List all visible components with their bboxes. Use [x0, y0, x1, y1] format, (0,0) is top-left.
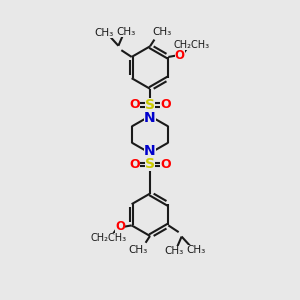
Text: O: O — [160, 158, 171, 171]
Text: O: O — [129, 158, 140, 171]
Text: CH₃: CH₃ — [186, 245, 206, 255]
Text: CH₃: CH₃ — [94, 28, 114, 38]
Text: O: O — [115, 220, 125, 233]
Text: CH₃: CH₃ — [129, 245, 148, 255]
Text: N: N — [144, 144, 156, 158]
Text: O: O — [160, 98, 171, 111]
Text: O: O — [129, 98, 140, 111]
Text: N: N — [144, 111, 156, 125]
Text: CH₃: CH₃ — [152, 27, 171, 37]
Text: S: S — [145, 98, 155, 112]
Text: CH₃: CH₃ — [116, 27, 135, 37]
Text: CH₂CH₃: CH₂CH₃ — [174, 40, 210, 50]
Text: S: S — [145, 157, 155, 171]
Text: CH₃: CH₃ — [165, 246, 184, 256]
Text: O: O — [175, 49, 185, 62]
Text: CH₂CH₃: CH₂CH₃ — [90, 233, 126, 243]
